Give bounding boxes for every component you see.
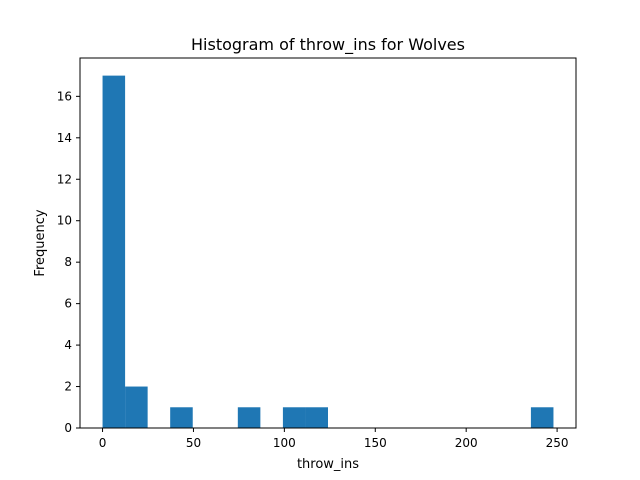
histogram-bar: [125, 386, 148, 428]
histogram-bar: [237, 407, 261, 428]
x-tick-label: 250: [546, 436, 569, 450]
y-tick-label: 4: [64, 338, 72, 352]
y-tick-label: 2: [64, 380, 72, 394]
y-tick-label: 12: [57, 172, 72, 186]
x-tick-label: 50: [186, 436, 201, 450]
y-axis-label: Frequency: [33, 209, 48, 276]
x-axis-ticks: 0 50 100 150 200 250: [99, 428, 569, 450]
x-tick-label: 100: [273, 436, 296, 450]
histogram-bar: [305, 407, 328, 428]
y-tick-label: 10: [57, 214, 72, 228]
y-tick-label: 8: [64, 255, 72, 269]
plot-area-frame: [79, 57, 577, 429]
histogram-bar: [102, 75, 126, 429]
bars-group: [102, 75, 554, 429]
histogram-bar: [282, 407, 306, 428]
y-tick-label: 16: [57, 89, 72, 103]
histogram-bar: [530, 407, 554, 428]
x-tick-label: 0: [99, 436, 107, 450]
y-tick-label: 0: [64, 421, 72, 435]
y-axis-ticks: 0 2 4 6 8 10 12 14 16: [57, 89, 80, 435]
y-tick-label: 14: [57, 131, 72, 145]
y-tick-label: 6: [64, 297, 72, 311]
histogram-bar: [170, 407, 193, 428]
x-tick-label: 150: [364, 436, 387, 450]
x-axis-label: throw_ins: [297, 457, 359, 472]
chart-title: Histogram of throw_ins for Wolves: [191, 35, 465, 55]
x-tick-label: 200: [455, 436, 478, 450]
